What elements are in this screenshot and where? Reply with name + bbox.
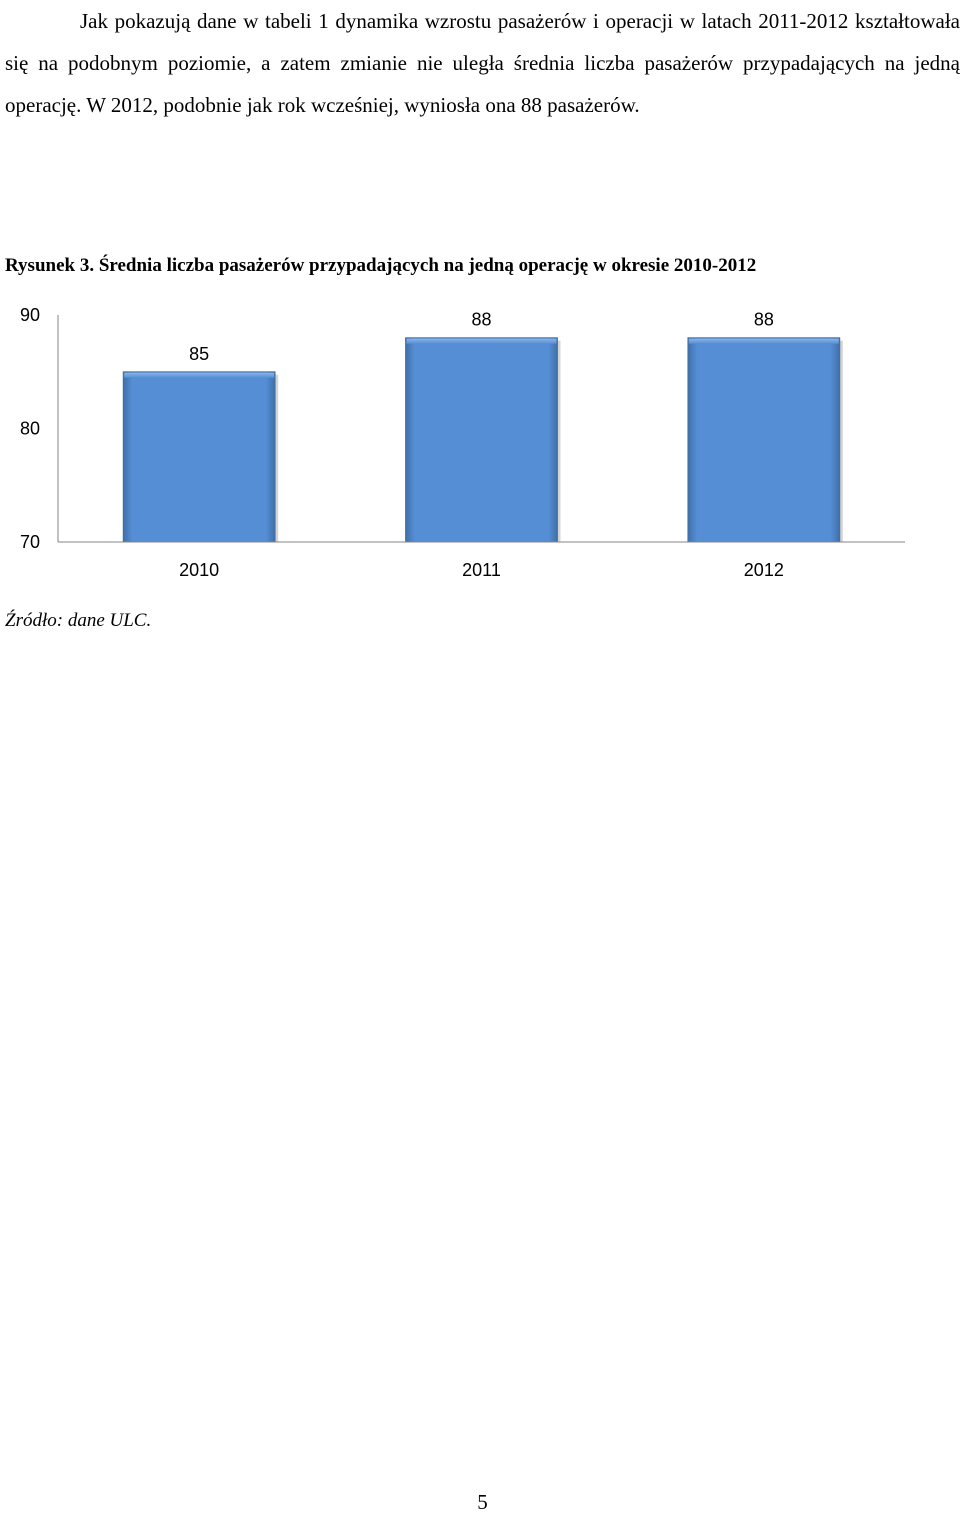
y-tick-label: 90 [20, 305, 40, 325]
bar-2012 [687, 337, 841, 543]
page-number: 5 [477, 1490, 488, 1514]
data-label-2011: 88 [471, 310, 491, 330]
x-tick-label-2012: 2012 [744, 560, 784, 580]
bar-top-bevel [688, 338, 839, 344]
bar-top-bevel [124, 372, 275, 378]
x-tick-label-2011: 2011 [462, 560, 501, 580]
y-tick-label: 80 [20, 419, 40, 439]
data-label-2012: 88 [754, 310, 774, 330]
data-label-2010: 85 [189, 344, 209, 364]
bar-2011 [405, 337, 558, 543]
figure-source: Źródło: dane ULC. [5, 610, 152, 631]
bar-chart: 90 80 70 85 2010 88 2011 88 2012 [20, 305, 905, 580]
figure-caption: Rysunek 3. Średnia liczba pasażerów przy… [5, 255, 757, 276]
bar-2010 [122, 371, 276, 543]
y-tick-label: 70 [20, 532, 40, 552]
x-tick-label-2010: 2010 [179, 560, 219, 580]
body-paragraph: Jak pokazują dane w tabeli 1 dynamika wz… [5, 9, 960, 117]
bar-top-bevel [406, 338, 557, 344]
